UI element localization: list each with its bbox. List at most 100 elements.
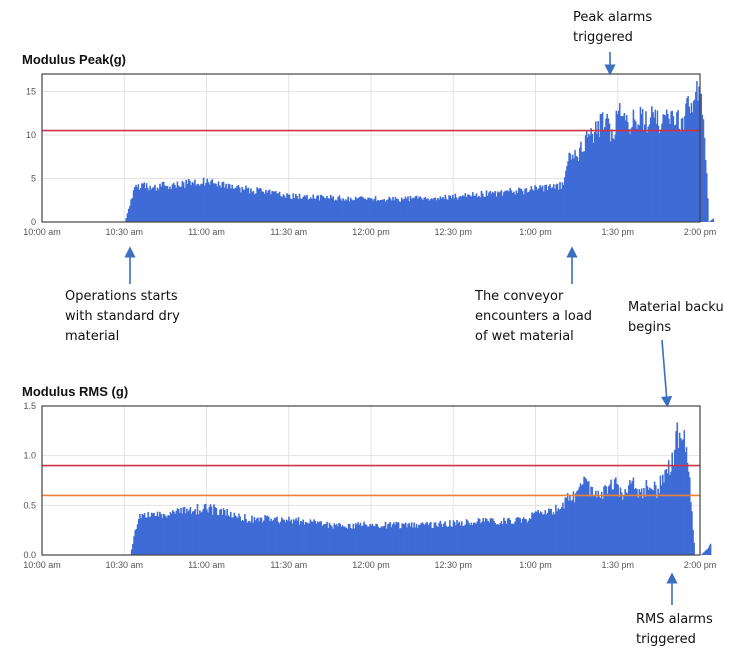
- peak-x-tick-label: 11:30 am: [270, 227, 307, 237]
- rms-series-bar: [414, 527, 417, 555]
- peak-series-bar: [357, 198, 359, 222]
- rms-series-bar: [372, 525, 375, 555]
- peak-series-bar: [648, 124, 651, 222]
- peak-series-bar: [189, 180, 191, 222]
- rms-series-bar: [499, 523, 502, 555]
- rms-series-bar: [704, 551, 706, 555]
- rms-series-bar: [522, 517, 525, 555]
- peak-series-bar: [373, 198, 376, 222]
- rms-series-bar: [174, 513, 176, 555]
- peak-series-bar: [486, 195, 489, 222]
- peak-series-bar: [614, 134, 616, 222]
- peak-series-bar: [399, 201, 402, 222]
- rms-series-bar: [407, 523, 409, 555]
- rms-series-bar: [289, 521, 291, 555]
- rms-series-bar: [690, 502, 692, 555]
- peak-series-bar: [513, 191, 515, 222]
- peak-series-bar: [316, 195, 318, 222]
- rms-series-bar: [542, 514, 544, 555]
- peak-series-bar: [525, 188, 528, 222]
- rms-series-bar: [366, 526, 369, 555]
- peak-x-tick-label: 11:00 am: [188, 227, 225, 237]
- rms-series-bar: [468, 522, 470, 555]
- rms-series-bar: [684, 452, 687, 555]
- peak-series-bar: [688, 106, 690, 222]
- rms-series-bar: [353, 528, 356, 555]
- peak-series-bar: [557, 189, 560, 222]
- peak-series-bar: [636, 128, 638, 222]
- rms-series-bar: [214, 507, 216, 555]
- rms-x-tick-label: 10:00 am: [23, 560, 61, 570]
- rms-series-bar: [568, 500, 570, 555]
- rms-series-bar: [647, 489, 650, 555]
- peak-series-bar: [256, 187, 258, 222]
- rms-series-bar: [211, 514, 214, 555]
- peak-series-bar: [555, 184, 558, 222]
- peak-series-bar: [319, 194, 322, 222]
- rms-series-bar: [616, 483, 618, 555]
- rms-series-bar: [583, 476, 585, 555]
- rms-plot-border: [41, 405, 701, 556]
- peak-series-bar: [478, 195, 480, 222]
- rms-series-bar: [296, 520, 299, 555]
- rms-series-bar: [279, 521, 282, 555]
- peak-series-bar: [293, 198, 296, 222]
- rms-series-bar: [152, 513, 154, 555]
- peak-series-bar: [332, 196, 335, 222]
- rms-series-bar: [465, 519, 468, 555]
- peak-series-bar: [417, 198, 419, 222]
- rms-series-bar: [663, 482, 665, 555]
- rms-series-area: [130, 422, 712, 555]
- peak-series-bar: [668, 118, 670, 222]
- rms-series-bar: [471, 525, 474, 555]
- rms-series-bar: [141, 513, 144, 555]
- peak-series-bar: [479, 197, 482, 222]
- peak-series-bar: [394, 196, 397, 222]
- rms-series-bar: [437, 526, 439, 555]
- rms-series-bar: [285, 519, 288, 555]
- rms-series-bar: [598, 496, 601, 555]
- peak-series-bar: [389, 198, 392, 222]
- rms-series-bar: [186, 508, 188, 555]
- peak-series-bar: [194, 179, 196, 222]
- peak-series-bar: [191, 182, 194, 222]
- peak-series-bar: [129, 205, 131, 222]
- peak-x-tick-label: 12:30 pm: [434, 227, 472, 237]
- rms-series-bar: [638, 489, 641, 555]
- rms-series-bar: [357, 522, 359, 555]
- rms-series-bar: [676, 422, 679, 555]
- peak-series-bar: [503, 192, 505, 222]
- peak-series-bar: [167, 188, 170, 222]
- peak-series-bar: [242, 189, 245, 222]
- rms-series-bar: [184, 513, 187, 555]
- peak-series-bar: [660, 129, 662, 222]
- peak-series-bar: [352, 200, 354, 222]
- rms-series-bar: [527, 520, 530, 555]
- peak-series-bar: [318, 200, 321, 222]
- rms-series-bar: [462, 526, 464, 555]
- rms-series-bar: [166, 517, 168, 555]
- peak-series-bar: [542, 191, 545, 222]
- rms-series-bar: [599, 497, 602, 555]
- rms-series-bar: [610, 479, 612, 555]
- rms-series-bar: [425, 522, 427, 555]
- rms-series-bar: [640, 488, 643, 555]
- peak-series-bar: [157, 189, 160, 222]
- rms-series-bar: [626, 493, 629, 555]
- peak-series-bar: [369, 198, 372, 222]
- peak-series-bar: [571, 154, 574, 222]
- peak-series-bar: [491, 191, 494, 222]
- rms-series-bar: [384, 521, 387, 555]
- peak-series-bar: [255, 193, 257, 222]
- rms-series-bar: [466, 520, 469, 555]
- peak-series-bar: [495, 196, 498, 222]
- rms-series-bar: [495, 524, 498, 555]
- peak-series-bar: [312, 194, 315, 222]
- rms-series-bar: [233, 512, 236, 555]
- peak-series-bar: [228, 184, 231, 222]
- rms-series-bar: [538, 513, 541, 555]
- peak-series-bar: [250, 188, 252, 222]
- rms-series-bar: [247, 521, 250, 555]
- peak-series-bar: [419, 196, 422, 222]
- rms-series-bar: [207, 512, 209, 555]
